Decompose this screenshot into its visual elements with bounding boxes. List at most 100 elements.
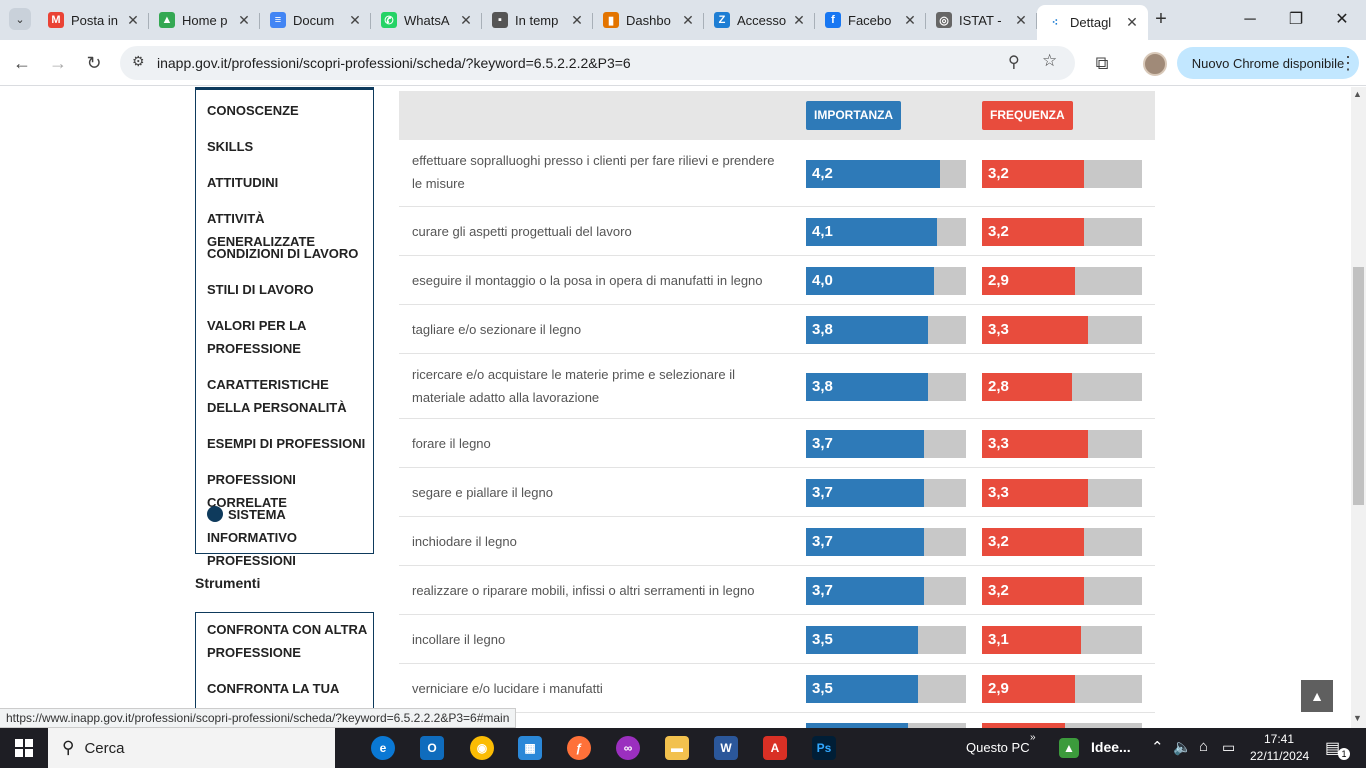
close-window-button[interactable]: ✕: [1335, 11, 1349, 28]
tab-close-icon[interactable]: ✕: [682, 11, 694, 28]
clock-date[interactable]: 22/11/2024: [1250, 749, 1310, 763]
importanza-value: 3,7: [812, 435, 833, 452]
importanza-value: 4,0: [812, 272, 833, 289]
tab-close-icon[interactable]: ✕: [238, 11, 250, 28]
back-button[interactable]: ←: [13, 53, 31, 73]
menu-icon[interactable]: ⋮: [1339, 53, 1357, 73]
network-icon[interactable]: ⌂: [1199, 738, 1209, 755]
edge-icon[interactable]: e: [371, 736, 395, 760]
sidebar-item-valori-per-la-professione[interactable]: VALORI PER LA PROFESSIONE: [207, 318, 306, 356]
importanza-value: 3,7: [812, 533, 833, 550]
sidebar-item-caratteristiche-della-personalit[interactable]: CARATTERISTICHE DELLA PERSONALITÀ: [207, 377, 347, 415]
activity-label: incollare il legno: [412, 632, 506, 647]
tab-docs[interactable]: ≡ Docum ✕: [260, 5, 371, 35]
frequenza-header[interactable]: FREQUENZA: [982, 101, 1073, 130]
scroll-down-icon[interactable]: ▼: [1353, 713, 1362, 723]
back-to-top-button[interactable]: ▲: [1301, 680, 1333, 712]
importanza-header[interactable]: IMPORTANZA: [806, 101, 902, 130]
word-icon[interactable]: W: [714, 736, 738, 760]
frequenza-bar: 3,2: [982, 528, 1142, 556]
tab-close-icon[interactable]: ✕: [349, 11, 361, 28]
tray-chevron-icon[interactable]: ⌃: [1151, 739, 1164, 756]
scroll-thumb[interactable]: [1353, 267, 1364, 505]
minimize-button[interactable]: ─: [1244, 11, 1256, 28]
tools-item-1[interactable]: CONFRONTA LA TUA: [207, 681, 340, 696]
docs-icon: ≡: [270, 12, 286, 28]
tab-close-icon[interactable]: ✕: [904, 11, 916, 28]
search-icon: ⚲: [62, 738, 75, 757]
chrome-update-button[interactable]: Nuovo Chrome disponibile: [1177, 47, 1359, 79]
tab-globe[interactable]: ◎ ISTAT - ✕: [926, 5, 1037, 35]
start-button[interactable]: [0, 728, 48, 768]
sidebar-item-attitudini[interactable]: ATTITUDINI: [207, 175, 279, 190]
frequenza-bar-fill: 3,2: [982, 528, 1085, 556]
importanza-bar: 3,8: [806, 373, 966, 401]
chevron-icon[interactable]: »: [1030, 732, 1036, 743]
page-scrollbar[interactable]: ▲ ▼: [1351, 87, 1366, 728]
tab-dashboard[interactable]: ▮ Dashbo ✕: [593, 5, 704, 35]
tab-facebook[interactable]: f Facebo ✕: [815, 5, 926, 35]
frequenza-bar-fill: 3,3: [982, 479, 1088, 507]
battery-icon[interactable]: ▭: [1222, 739, 1236, 755]
sidebar-item-attivit-generalizzate[interactable]: ATTIVITÀ GENERALIZZATE: [207, 211, 316, 249]
acrobat-icon[interactable]: A: [763, 736, 787, 760]
url-text[interactable]: inapp.gov.it/professioni/scopri-professi…: [157, 55, 631, 71]
bookmark-star-icon[interactable]: ☆: [1042, 51, 1058, 70]
frequenza-bar: 3,2: [982, 577, 1142, 605]
facebook-icon: f: [825, 12, 841, 28]
sidebar-item-conoscenze[interactable]: CONOSCENZE: [207, 103, 299, 118]
tab-close-icon[interactable]: ✕: [1015, 11, 1027, 28]
app-icon[interactable]: ∞: [616, 736, 640, 760]
page-content: CONOSCENZE SKILLS ATTITUDINI ATTIVITÀ GENER…: [0, 87, 1351, 728]
clock-time[interactable]: 17:41: [1264, 732, 1295, 746]
sidebar-item-professioni-correlate[interactable]: PROFESSIONI CORRELATE: [207, 472, 296, 510]
tab-close-icon[interactable]: ✕: [460, 11, 472, 28]
weather-icon[interactable]: ▲: [1059, 738, 1079, 758]
tab-close-icon[interactable]: ✕: [793, 11, 805, 28]
notification-icon[interactable]: ▤: [1325, 740, 1341, 757]
new-tab-button[interactable]: +: [1155, 8, 1167, 30]
file-explorer-icon[interactable]: ▬: [665, 736, 689, 760]
table-row: forare il legno 3,7 3,3: [399, 419, 1155, 468]
scroll-up-icon[interactable]: ▲: [1353, 89, 1362, 99]
taskbar-search[interactable]: ⚲ Cerca: [48, 728, 335, 768]
photoshop-icon[interactable]: Ps: [812, 736, 836, 760]
table-row: eseguire il montaggio o la posa in opera…: [399, 256, 1155, 305]
importanza-value: 3,7: [812, 484, 833, 501]
sidebar-item-skills[interactable]: SKILLS: [207, 139, 254, 154]
tab-close-icon[interactable]: ✕: [571, 11, 583, 28]
site-info-icon[interactable]: ⚙: [132, 53, 145, 69]
tab-zoho[interactable]: Z Accesso ✕: [704, 5, 815, 35]
tab-search-button[interactable]: ⌄: [9, 8, 31, 30]
table-row: curare gli aspetti progettuali del lavor…: [399, 207, 1155, 256]
taskbar-search-label: Cerca: [84, 739, 125, 757]
zoom-icon[interactable]: ⚲: [1008, 54, 1020, 71]
questo-pc-label[interactable]: Questo PC: [966, 740, 1030, 755]
reload-button[interactable]: ↻: [86, 53, 102, 73]
sidebar-item-esempi-di-professioni[interactable]: ESEMPI DI PROFESSIONI: [207, 436, 366, 451]
news-widget-label[interactable]: Idee...: [1091, 739, 1131, 755]
tab-close-icon[interactable]: ✕: [1126, 14, 1138, 30]
restore-button[interactable]: ❐: [1288, 11, 1304, 28]
forward-button[interactable]: →: [49, 53, 67, 73]
sidebar-item-sistema-informativo-professioni[interactable]: SISTEMA INFORMATIVO PROFESSIONI: [207, 503, 367, 572]
extensions-icon[interactable]: ⧉: [1095, 53, 1109, 73]
tab-inapp[interactable]: ⁖ Dettagl ✕: [1037, 5, 1148, 40]
tab-gmail[interactable]: M Posta in ✕: [38, 5, 149, 35]
chrome-icon[interactable]: ◉: [470, 736, 494, 760]
store-icon[interactable]: ▦: [518, 736, 542, 760]
tools-item-0[interactable]: CONFRONTA CON ALTRA PROFESSIONE: [207, 622, 367, 660]
tab-whatsapp[interactable]: ✆ WhatsA ✕: [371, 5, 482, 35]
tab-close-icon[interactable]: ✕: [127, 11, 139, 28]
frequenza-bar-fill: 3,1: [982, 626, 1082, 654]
importanza-bar: 3,5: [806, 626, 966, 654]
outlook-icon[interactable]: O: [420, 736, 444, 760]
firefox-icon[interactable]: ƒ: [567, 736, 591, 760]
sidebar-item-stili-di-lavoro[interactable]: STILI DI LAVORO: [207, 282, 314, 297]
tab-drive[interactable]: ▲ Home p ✕: [149, 5, 260, 35]
avatar[interactable]: [1143, 52, 1167, 76]
volume-icon[interactable]: 🔈: [1173, 739, 1192, 756]
address-bar[interactable]: ⚙ inapp.gov.it/professioni/scopri-profes…: [120, 46, 1075, 80]
tab-page[interactable]: ▪ In temp ✕: [482, 5, 593, 35]
sidebar-item-condizioni-di-lavoro[interactable]: CONDIZIONI DI LAVORO: [207, 246, 359, 261]
